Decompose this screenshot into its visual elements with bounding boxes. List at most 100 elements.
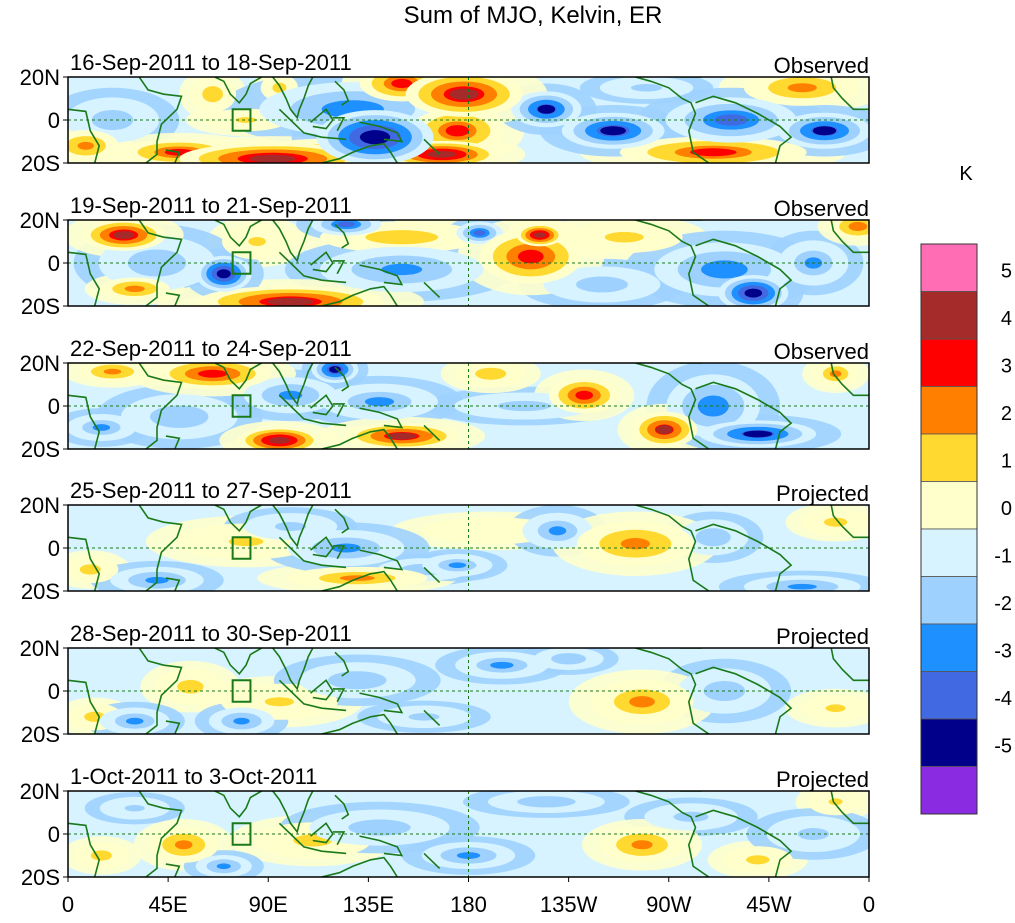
colorbar-frame: [920, 243, 978, 815]
panel-status: Observed: [774, 53, 869, 78]
anomaly-contour: [84, 711, 106, 722]
x-tick-label: 135E: [343, 892, 394, 917]
y-tick-label: 20N: [20, 779, 60, 804]
anomaly-contour: [264, 697, 294, 707]
colorbar-segment: [920, 243, 978, 292]
anomaly-contour: [391, 78, 413, 88]
coastline: [695, 523, 793, 591]
panel-5: 20N 0 20S 28-Sep-2011 to 30-Sep-2011 Project…: [20, 621, 870, 747]
coastline: [272, 505, 314, 548]
y-tick-label: 20S: [21, 294, 60, 319]
anomaly-contour: [272, 82, 287, 93]
coastline: [830, 220, 869, 254]
colorbar-segment: [920, 386, 978, 435]
coastline: [278, 251, 347, 284]
anomaly-contour: [517, 249, 544, 264]
coastline: [635, 77, 710, 163]
panel-status: Observed: [774, 196, 869, 221]
anomaly-contour: [575, 390, 593, 400]
anomaly-contour: [124, 804, 145, 812]
coastline: [165, 292, 181, 306]
coastline: [138, 363, 183, 449]
coastline: [214, 791, 263, 818]
colorbar-tick-label: 2: [1001, 403, 1012, 425]
region-box: [231, 536, 252, 560]
x-tick-label: 135W: [540, 892, 598, 917]
coastline: [278, 394, 347, 427]
anomaly-field: [68, 363, 869, 449]
coastline: [165, 720, 181, 734]
y-tick-label: 20S: [21, 151, 60, 176]
coastline: [635, 220, 710, 306]
y-tick-label: 20S: [21, 722, 60, 747]
y-tick-label: 20N: [20, 65, 60, 90]
coastline: [214, 220, 262, 247]
anomaly-contour: [631, 840, 653, 850]
anomaly-contour: [216, 863, 231, 870]
y-tick-label: 20N: [20, 493, 60, 518]
panel-status: Projected: [776, 481, 869, 506]
coastline: [165, 863, 181, 877]
region-box: [231, 822, 252, 846]
anomaly-contour: [90, 850, 112, 861]
colorbar-tick-label: -5: [994, 736, 1012, 758]
anomaly-contour: [576, 276, 628, 293]
coastline: [695, 95, 793, 163]
coastline: [359, 121, 404, 143]
anomaly-contour: [812, 126, 837, 136]
coastline: [334, 80, 350, 106]
colorbar-unit-label: K: [959, 163, 973, 185]
panel-date-range: 25-Sep-2011 to 27-Sep-2011: [70, 478, 352, 503]
coastline: [321, 856, 398, 877]
coastlines: [68, 220, 869, 306]
coastline: [165, 435, 181, 449]
chart-title: Sum of MJO, Kelvin, ER: [404, 2, 663, 29]
x-axis: 0 45E 90E 135E 180 135W 90W 45W 0: [62, 877, 875, 917]
anomaly-contour: [448, 562, 467, 569]
colorbar-tick-label: 5: [1001, 261, 1012, 283]
coastline: [695, 238, 793, 306]
colorbar-segment: [920, 338, 978, 387]
anomaly-contour: [689, 148, 737, 157]
coastline: [138, 505, 183, 591]
anomaly-contour: [267, 297, 314, 306]
coastline: [359, 692, 404, 714]
region-box: [231, 679, 252, 703]
coastline: [359, 549, 404, 571]
anomaly-contour: [600, 126, 626, 136]
coastline: [272, 77, 314, 120]
y-tick-label: 20S: [21, 865, 60, 890]
anomaly-contour: [249, 154, 297, 163]
y-tick-label: 0: [48, 822, 60, 847]
colorbar-segment: [920, 291, 978, 340]
anomaly-contour: [787, 83, 817, 93]
anomaly-field: [68, 220, 869, 306]
anomaly-contour: [475, 367, 507, 380]
colorbar: 5 4 3 2 1 0 -1 -2 -3 -4 -5 K: [920, 163, 1012, 815]
anomaly-contour: [79, 564, 101, 575]
coastline: [695, 381, 793, 449]
coastline: [214, 363, 262, 390]
coastline: [165, 149, 181, 163]
anomaly-contour: [364, 397, 395, 407]
coastline: [332, 831, 346, 846]
anomaly-contour: [359, 130, 391, 145]
coastline: [68, 536, 101, 591]
anomaly-contour: [825, 704, 846, 713]
anomaly-contour: [714, 114, 748, 126]
coastlines: [68, 505, 869, 591]
anomaly-contour: [620, 538, 650, 550]
coastline: [214, 77, 263, 104]
anomaly-contour: [697, 395, 729, 417]
anomaly-contour: [174, 840, 193, 850]
panel-3: 20N 0 20S 22-Sep-2011 to 24-Sep-2011 Observe…: [20, 336, 870, 462]
coastline: [321, 142, 398, 163]
coastline: [830, 77, 869, 111]
coastline: [334, 223, 350, 249]
anomaly-field: [68, 77, 869, 163]
anomaly-contour: [656, 425, 673, 435]
coastline: [68, 108, 101, 163]
colorbar-tick-label: 1: [1001, 451, 1012, 473]
coastline: [423, 138, 441, 155]
anomaly-contour: [548, 526, 567, 536]
